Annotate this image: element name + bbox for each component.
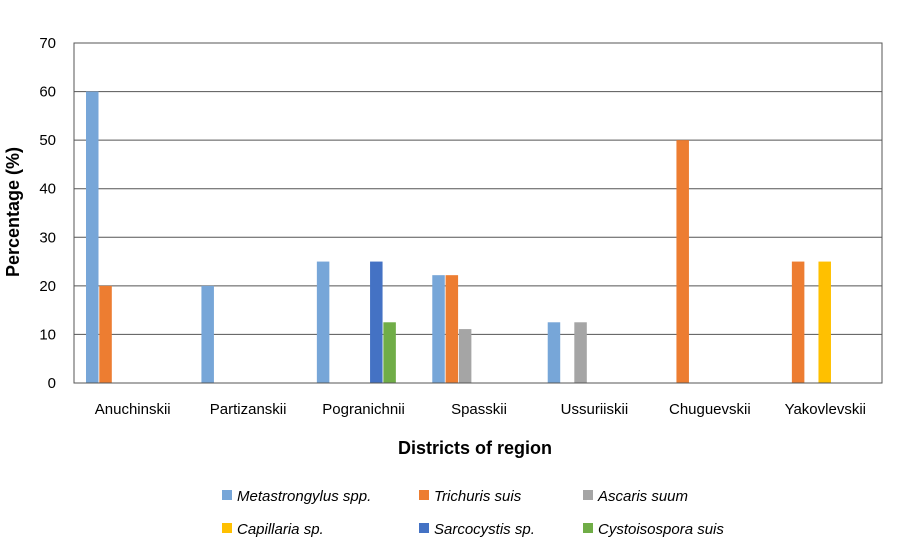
x-tick-label: Anuchinskii — [95, 401, 171, 418]
legend-item: Sarcocystis sp. — [419, 521, 535, 538]
legend-label: Capillaria sp. — [237, 521, 324, 538]
legend-swatch — [222, 490, 232, 500]
legend-item: Ascaris suum — [583, 488, 688, 505]
bar-capillaria-sp-yakovlevskii — [818, 261, 831, 383]
x-tick-label: Ussuriiskii — [561, 401, 629, 418]
legend-item: Trichuris suis — [419, 488, 522, 505]
x-tick-label: Partizanskii — [210, 401, 287, 418]
bar-trichuris-suis-chuguevskii — [676, 140, 689, 383]
y-tick-label: 50 — [39, 132, 56, 149]
legend-label: Metastrongylus spp. — [237, 488, 371, 505]
bar-metastrongylus-spp-ussuriiskii — [547, 322, 561, 383]
bar-trichuris-suis-spasskii — [445, 275, 459, 383]
x-axis-title: Districts of region — [398, 438, 552, 458]
bar-metastrongylus-spp-pogranichnii — [316, 261, 330, 383]
y-tick-label: 30 — [39, 229, 56, 246]
legend-swatch — [583, 523, 593, 533]
y-axis-title: Percentage (%) — [3, 147, 23, 277]
y-tick-label: 40 — [39, 181, 56, 198]
legend: Metastrongylus spp. Trichuris suis Ascaris… — [222, 488, 724, 538]
legend-label: Trichuris suis — [434, 488, 522, 505]
legend-item: Capillaria sp. — [222, 521, 324, 538]
y-tick-labels: 0 10 20 30 40 50 60 70 — [39, 35, 56, 392]
x-tick-label: Yakovlevskii — [785, 401, 866, 418]
legend-swatch — [419, 490, 429, 500]
y-tick-label: 10 — [39, 326, 56, 343]
axes — [73, 42, 883, 384]
x-tick-label: Chuguevskii — [669, 401, 751, 418]
bars — [86, 91, 831, 384]
bar-trichuris-suis-yakovlevskii — [791, 261, 805, 383]
plot-frame — [73, 42, 883, 384]
bar-metastrongylus-spp-partizanskii — [201, 285, 214, 383]
legend-label: Cystoisospora suis — [598, 521, 724, 538]
y-tick-label: 70 — [39, 35, 56, 52]
legend-swatch — [583, 490, 593, 500]
bar-ascaris-suum-spasskii — [458, 329, 472, 383]
bar-metastrongylus-spp-anuchinskii — [86, 91, 99, 384]
legend-swatch — [419, 523, 429, 533]
y-tick-label: 0 — [48, 375, 56, 392]
legend-label: Sarcocystis sp. — [434, 521, 535, 538]
y-tick-label: 60 — [39, 84, 56, 101]
legend-swatch — [222, 523, 232, 533]
gridlines — [74, 42, 882, 335]
bar-trichuris-suis-anuchinskii — [99, 285, 112, 383]
bar-cystoisospora-suis-pogranichnii — [383, 322, 396, 383]
legend-item: Metastrongylus spp. — [222, 488, 371, 505]
legend-label: Ascaris suum — [597, 488, 688, 505]
y-tick-label: 20 — [39, 278, 56, 295]
x-tick-labels: Anuchinskii Partizanskii Pogranichnii Spass… — [95, 401, 866, 418]
legend-item: Cystoisospora suis — [583, 521, 724, 538]
x-tick-label: Pogranichnii — [322, 401, 405, 418]
bar-ascaris-suum-ussuriiskii — [574, 322, 587, 383]
x-tick-label: Spasskii — [451, 401, 507, 418]
bar-metastrongylus-spp-spasskii — [432, 275, 445, 383]
bar-sarcocystis-sp-pogranichnii — [370, 261, 383, 383]
